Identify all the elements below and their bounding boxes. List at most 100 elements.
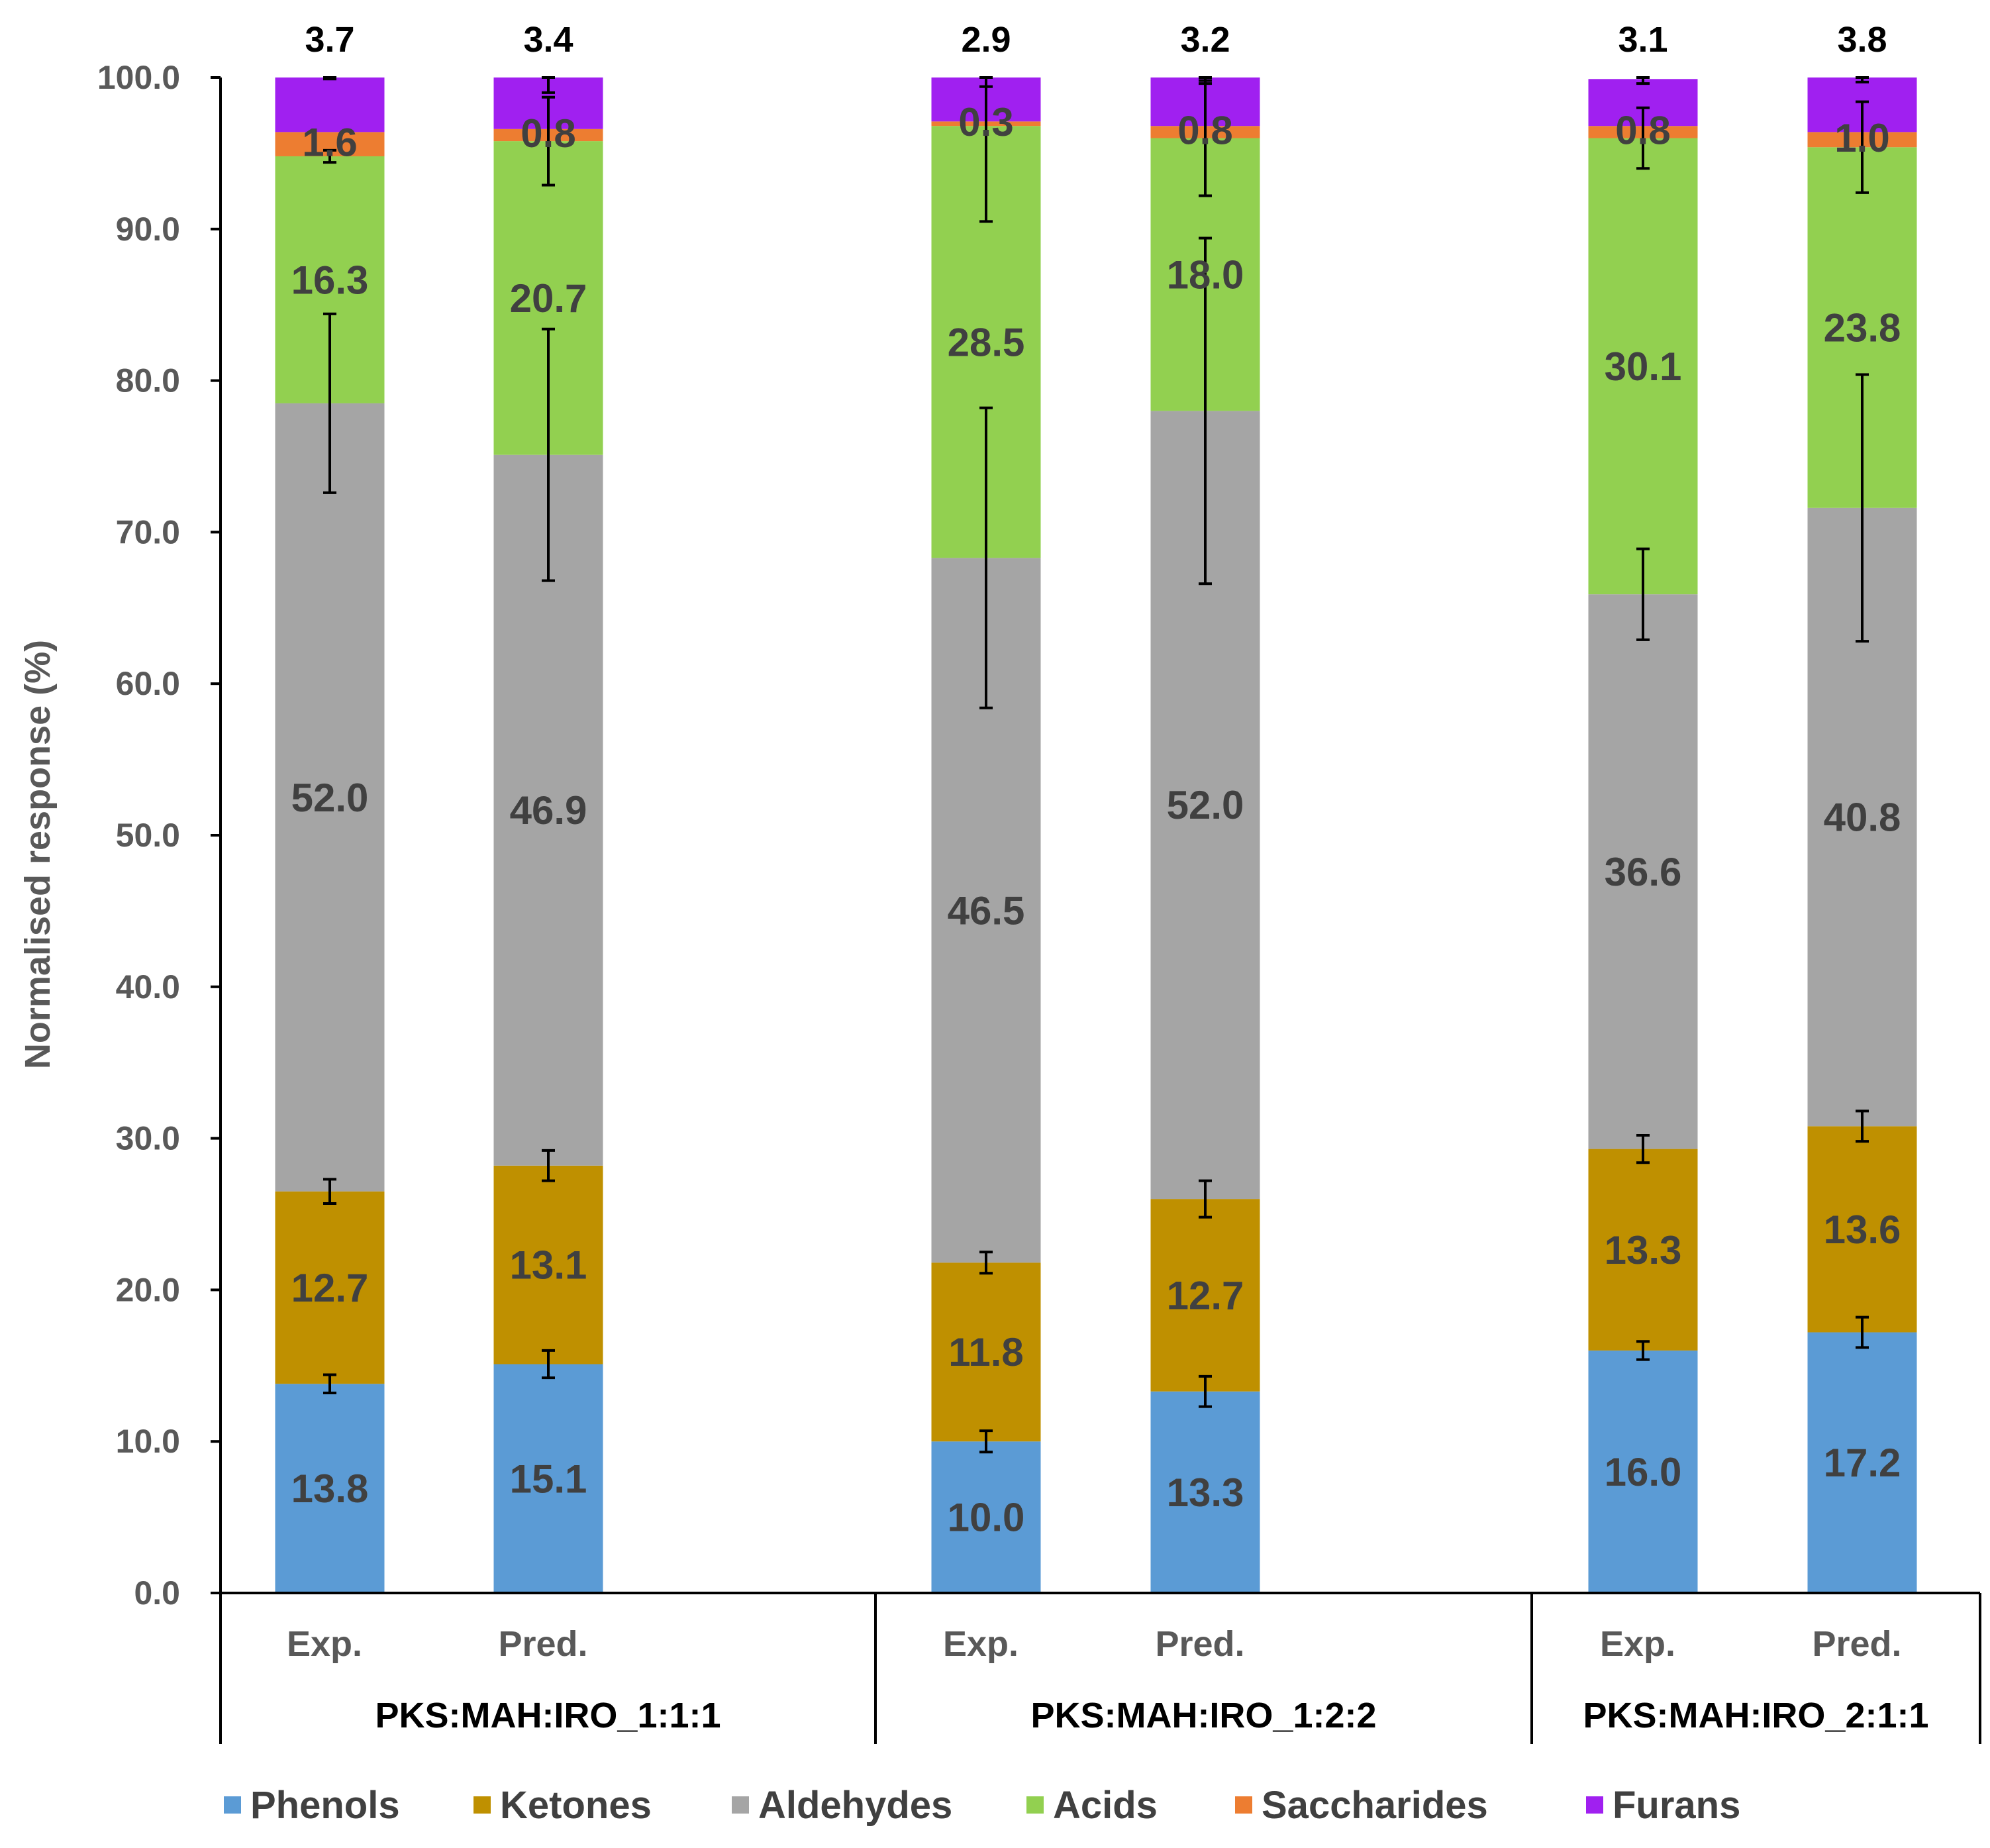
bar-segment-phenols (275, 1384, 385, 1593)
y-tick-label: 80.0 (116, 362, 180, 399)
bar-segment-phenols (1588, 1350, 1698, 1593)
legend-swatch (732, 1796, 749, 1814)
bars-layer (275, 77, 1917, 1593)
data-label-ketones: 12.7 (1167, 1273, 1244, 1317)
data-label-acids: 16.3 (291, 258, 369, 302)
legend-item-ketones: Ketones (473, 1784, 652, 1827)
data-label-acids: 23.8 (1824, 306, 1901, 350)
data-label-furans: 3.8 (1837, 20, 1887, 60)
legend-swatch (1586, 1796, 1603, 1814)
legend-label: Saccharides (1262, 1784, 1488, 1827)
data-label-saccharides: 1.6 (302, 121, 357, 165)
y-tick-label: 60.0 (116, 665, 180, 702)
y-tick-label: 30.0 (116, 1120, 180, 1157)
data-label-acids: 28.5 (948, 320, 1025, 364)
data-label-phenols: 17.2 (1824, 1441, 1901, 1485)
data-label-acids: 20.7 (510, 276, 587, 321)
data-label-furans: 3.4 (523, 20, 573, 60)
legend-swatch (1235, 1796, 1252, 1814)
bar-segment-acids (1588, 138, 1698, 595)
legend-item-furans: Furans (1586, 1784, 1740, 1827)
x-bar-label: Exp. (287, 1624, 362, 1664)
bar-segment-aldehydes (275, 403, 385, 1192)
data-label-aldehydes: 52.0 (1167, 783, 1244, 827)
data-label-phenols: 13.8 (291, 1466, 369, 1511)
data-label-phenols: 16.0 (1605, 1450, 1682, 1494)
data-label-saccharides: 0.8 (1615, 108, 1670, 152)
data-label-ketones: 13.3 (1605, 1228, 1682, 1272)
x-group-label: PKS:MAH:IRO_1:2:2 (1030, 1696, 1376, 1735)
data-label-saccharides: 1.0 (1834, 116, 1889, 160)
data-label-saccharides: 0.8 (1177, 108, 1232, 152)
data-label-ketones: 13.6 (1824, 1207, 1901, 1252)
y-tick-label: 100.0 (97, 59, 180, 96)
legend: Phenols Ketones Aldehydes Acids Saccharides F… (224, 1784, 1740, 1827)
x-group-label: PKS:MAH:IRO_1:1:1 (375, 1696, 721, 1735)
data-label-ketones: 13.1 (510, 1243, 587, 1288)
data-label-saccharides: 0.3 (958, 100, 1013, 144)
bar-segment-ketones (1807, 1126, 1917, 1333)
bar-segment-furans (275, 77, 385, 132)
data-label-phenols: 13.3 (1167, 1470, 1244, 1515)
legend-item-acids: Acids (1026, 1784, 1158, 1827)
bar-segment-phenols (931, 1441, 1041, 1593)
bar-segment-ketones (1588, 1149, 1698, 1351)
y-tick-label: 0.0 (134, 1574, 180, 1612)
bar-segment-phenols (1807, 1332, 1917, 1593)
x-group-label: PKS:MAH:IRO_2:1:1 (1583, 1696, 1928, 1735)
x-bar-label: Exp. (1600, 1624, 1675, 1664)
x-bar-label: Pred. (498, 1624, 587, 1664)
legend-label: Furans (1613, 1784, 1740, 1827)
y-tick-label: 40.0 (116, 968, 180, 1005)
data-label-furans: 2.9 (961, 20, 1011, 60)
data-label-saccharides: 0.8 (521, 111, 575, 156)
data-labels-layer: 13.8 12.7 52.0 16.3 1.6 3.7 15.1 13.1 46.9 20.7 0.… (291, 20, 1901, 1540)
y-tick-label: 90.0 (116, 211, 180, 248)
x-bar-label: Pred. (1812, 1624, 1901, 1664)
y-tick-label: 20.0 (116, 1271, 180, 1308)
y-axis-ticks: 0.0 10.0 20.0 30.0 40.0 50.0 60.0 70.0 80.0 90.0 1… (97, 59, 221, 1612)
legend-label: Acids (1053, 1784, 1158, 1827)
data-label-ketones: 11.8 (948, 1330, 1023, 1374)
bar-segment-phenols (1150, 1391, 1260, 1593)
data-label-aldehydes: 52.0 (291, 776, 369, 820)
data-label-furans: 3.7 (305, 20, 354, 60)
legend-item-phenols: Phenols (224, 1784, 400, 1827)
y-tick-label: 50.0 (116, 817, 180, 854)
legend-item-aldehydes: Aldehydes (732, 1784, 952, 1827)
data-label-acids: 30.1 (1605, 344, 1682, 389)
data-label-phenols: 10.0 (948, 1496, 1025, 1540)
y-axis-title: Normalised response (%) (18, 640, 58, 1069)
data-label-furans: 3.2 (1180, 20, 1230, 60)
legend-swatch (1026, 1796, 1044, 1814)
y-axis-title-group: Normalised response (%) (18, 640, 58, 1069)
x-categories-layer: Exp. Pred. PKS:MAH:IRO_1:1:1 Exp. Pred. PKS:M… (287, 1624, 1929, 1735)
y-tick-label: 10.0 (116, 1423, 180, 1460)
legend-label: Ketones (500, 1784, 652, 1827)
axes-layer (219, 77, 1981, 1744)
data-label-aldehydes: 46.9 (510, 788, 587, 833)
x-bar-label: Exp. (943, 1624, 1019, 1664)
data-label-aldehydes: 40.8 (1824, 796, 1901, 840)
data-label-ketones: 12.7 (291, 1266, 369, 1310)
x-bar-label: Pred. (1155, 1624, 1244, 1664)
data-label-aldehydes: 46.5 (948, 888, 1025, 933)
legend-swatch (473, 1796, 491, 1814)
data-label-aldehydes: 36.6 (1605, 850, 1682, 894)
y-tick-label: 70.0 (116, 513, 180, 550)
data-label-phenols: 15.1 (510, 1457, 587, 1501)
legend-item-saccharides: Saccharides (1235, 1784, 1488, 1827)
legend-label: Aldehydes (758, 1784, 952, 1827)
data-label-furans: 3.1 (1618, 20, 1667, 60)
bar-segment-ketones (275, 1191, 385, 1384)
error-bars-layer (323, 76, 1869, 1454)
bar-segment-ketones (1150, 1199, 1260, 1392)
bar-segment-phenols (493, 1364, 603, 1593)
legend-swatch (224, 1796, 241, 1814)
bar-segment-aldehydes (1588, 594, 1698, 1149)
bar-segment-ketones (931, 1262, 1041, 1442)
legend-label: Phenols (250, 1784, 400, 1827)
data-label-acids: 18.0 (1167, 252, 1244, 297)
bar-segment-ketones (493, 1165, 603, 1364)
